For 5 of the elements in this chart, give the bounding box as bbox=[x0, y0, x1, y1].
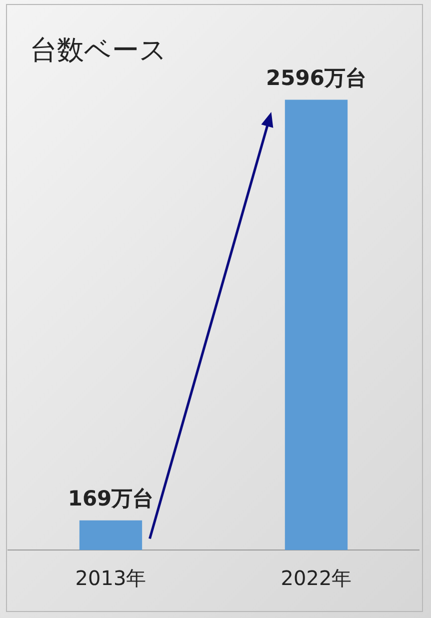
x-tick-label: 2022年 bbox=[280, 566, 352, 590]
x-tick-label: 2013年 bbox=[75, 566, 146, 590]
chart-title: 台数ベース bbox=[30, 34, 167, 68]
data-label: 2596万台 bbox=[266, 66, 366, 90]
data-label: 169万台 bbox=[68, 486, 154, 511]
